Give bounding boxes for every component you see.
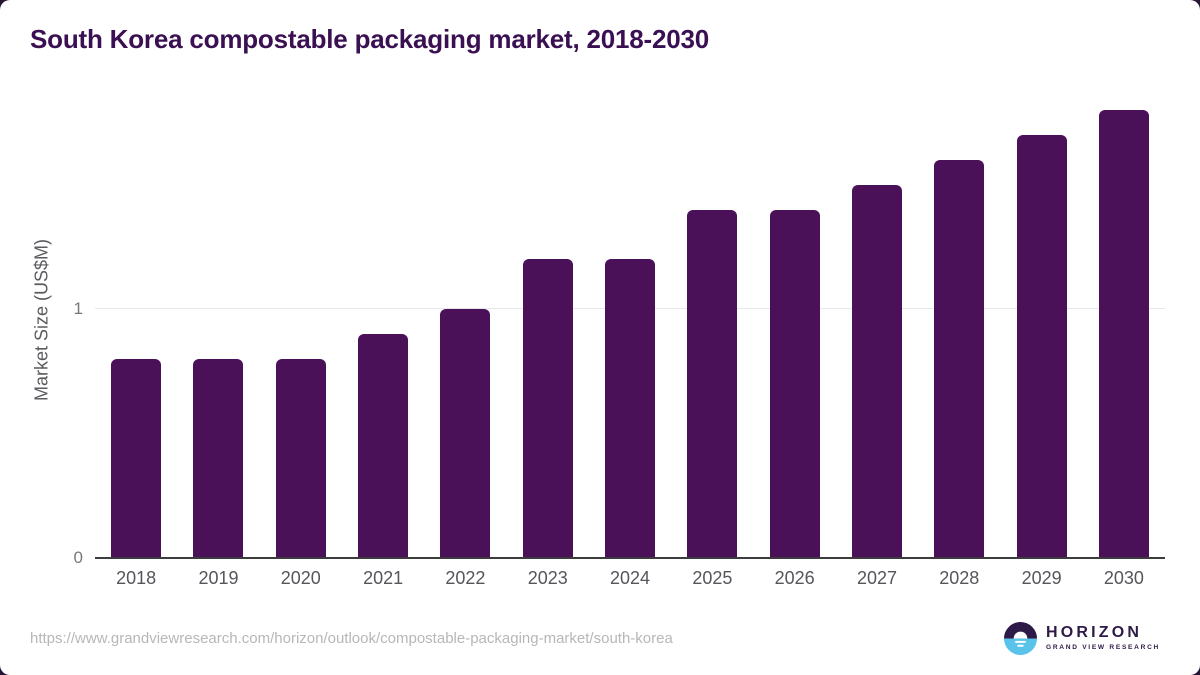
bar-slot-2021	[342, 100, 424, 558]
bar-slot-2022	[424, 100, 506, 558]
horizon-sun-icon	[1004, 621, 1037, 655]
x-label-2018: 2018	[116, 568, 157, 588]
bar-slot-2019	[177, 100, 259, 558]
x-label-2022: 2022	[445, 568, 486, 588]
bar-slot-2028	[918, 100, 1000, 558]
x-axis-labels: 2018 2019 2020 2021 2022 2023 2024 2025 2026 2027…	[95, 568, 1165, 589]
y-axis-title: Market Size (US$M)	[31, 238, 52, 402]
bar-2026	[769, 209, 820, 558]
x-label-2025: 2025	[692, 568, 733, 588]
bar-2030	[1098, 109, 1149, 558]
bar-2024	[605, 259, 656, 558]
bar-2028	[934, 159, 985, 558]
bar-slot-2027	[836, 100, 918, 558]
bar-slot-2018	[95, 100, 177, 558]
x-label-2026: 2026	[774, 568, 815, 588]
bar-2021	[358, 333, 409, 558]
bar-slot-2020	[260, 100, 342, 558]
horizon-logo: HORIZON GRAND VIEW RESEARCH	[1004, 621, 1160, 655]
source-url: https://www.grandviewresearch.com/horizo…	[30, 629, 673, 647]
x-label-2030: 2030	[1103, 568, 1144, 588]
bar-2027	[851, 184, 902, 558]
bar-slot-2029	[1000, 100, 1082, 558]
x-label-2028: 2028	[939, 568, 980, 588]
x-label-2024: 2024	[610, 568, 651, 588]
x-label-2023: 2023	[527, 568, 568, 588]
bar-slot-2023	[507, 100, 589, 558]
chart-title: South Korea compostable packaging market…	[30, 24, 710, 54]
bar-slot-2025	[671, 100, 753, 558]
bar-2022	[440, 309, 491, 558]
footer: https://www.grandviewresearch.com/horizo…	[0, 613, 1200, 675]
logo-brand: HORIZON	[1046, 624, 1143, 641]
bar-slot-2030	[1083, 100, 1165, 558]
y-tick-0: 0	[73, 548, 83, 567]
bar-series	[95, 100, 1165, 558]
x-label-2021: 2021	[363, 568, 404, 588]
bar-2029	[1016, 134, 1067, 558]
x-label-2020: 2020	[280, 568, 321, 588]
logo-subbrand: GRAND VIEW RESEARCH	[1046, 644, 1160, 651]
bar-slot-2024	[589, 100, 671, 558]
x-label-2029: 2029	[1021, 568, 1062, 588]
x-label-2019: 2019	[198, 568, 239, 588]
y-tick-1: 1	[73, 299, 83, 319]
x-axis-line	[95, 557, 1165, 559]
logo-text: HORIZON GRAND VIEW RESEARCH	[1046, 624, 1160, 652]
bar-slot-2026	[754, 100, 836, 558]
bar-2025	[687, 209, 738, 558]
x-label-2027: 2027	[856, 568, 897, 588]
bar-2018	[111, 358, 162, 558]
bar-2020	[275, 358, 326, 558]
bar-2019	[193, 358, 244, 558]
plot-area	[95, 100, 1165, 559]
bar-2023	[522, 259, 573, 558]
